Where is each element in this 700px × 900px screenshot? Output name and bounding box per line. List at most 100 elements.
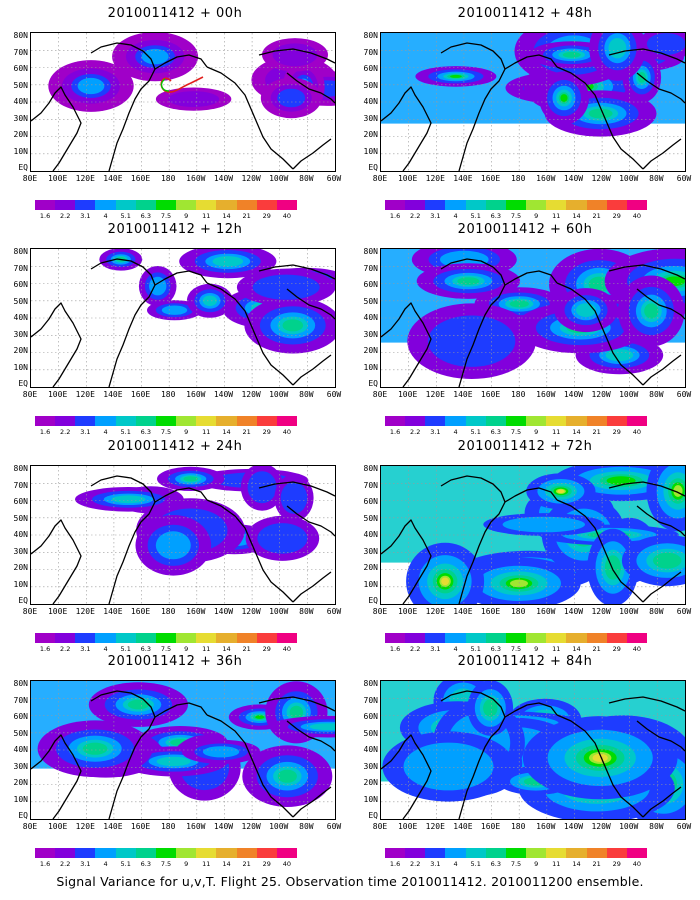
colorbar-level-label: 21 bbox=[592, 860, 601, 868]
map-area bbox=[380, 248, 686, 388]
coastline bbox=[381, 302, 432, 387]
longitude-tick-label: 180 bbox=[160, 607, 176, 616]
coastlines bbox=[381, 258, 685, 387]
colorbar-level-label: 3.1 bbox=[80, 212, 91, 220]
colorbar-level-label: 14 bbox=[572, 212, 581, 220]
colorbar-swatch bbox=[526, 633, 547, 643]
latitude-tick-label: 50N bbox=[13, 296, 28, 306]
panel-title: 2010011412 + 72h bbox=[457, 439, 593, 454]
variance-contour bbox=[155, 531, 191, 560]
longitude-tick-label: 160W bbox=[536, 390, 556, 399]
colorbar-swatch bbox=[115, 200, 136, 210]
variance-shading bbox=[99, 249, 335, 354]
coastline bbox=[292, 786, 332, 818]
map-area bbox=[380, 680, 686, 820]
colorbar-level-label: 1.6 bbox=[39, 212, 51, 220]
longitude-tick-label: 140E bbox=[103, 607, 123, 616]
variance-contour bbox=[562, 51, 581, 58]
latitude-tick-label: 20N bbox=[363, 346, 378, 355]
longitude-tick-label: 160W bbox=[536, 607, 556, 616]
colorbar-level-label: 21 bbox=[592, 428, 601, 436]
latitude-tick-label: 60N bbox=[363, 712, 378, 721]
colorbar-labels: 1.6 2.2 3.1 4 5.1 6.3 7.5 9 11 14 21 29 40 bbox=[35, 212, 297, 222]
colorbar-level-label: 7.5 bbox=[510, 860, 522, 868]
colorbar-swatch bbox=[405, 416, 426, 426]
coastlines bbox=[31, 42, 335, 171]
panel-title: 2010011412 + 12h bbox=[107, 222, 243, 237]
longitude-tick-label: 120E bbox=[425, 607, 445, 616]
longitude-tick-label: 60W bbox=[326, 822, 342, 831]
longitude-tick-label: 80W bbox=[649, 174, 664, 183]
variance-contour bbox=[161, 305, 188, 315]
longitude-tick-label: 120E bbox=[75, 390, 95, 399]
variance-shading bbox=[381, 466, 685, 604]
latitude-tick-label: 50N bbox=[13, 728, 28, 738]
coastlines bbox=[381, 690, 685, 819]
latitude-tick-label: 20N bbox=[13, 346, 28, 355]
coastline bbox=[90, 42, 156, 171]
coastline bbox=[381, 86, 432, 171]
variance-contour bbox=[183, 476, 198, 482]
colorbar-level-label: 6.3 bbox=[490, 212, 502, 220]
colorbar-swatch bbox=[236, 848, 257, 858]
coastline bbox=[90, 258, 156, 387]
variance-shading bbox=[31, 681, 335, 807]
map-panel-12h: 2010011412 + 12h 80N 70N 60N 50N 40N 30N 20N 10N… bbox=[5, 220, 345, 442]
latitude-tick-label: 70N bbox=[363, 695, 378, 705]
latitude-tick-label: 40N bbox=[13, 313, 28, 322]
colorbar-swatch bbox=[546, 848, 567, 858]
latitude-tick-label: 10N bbox=[13, 146, 28, 156]
variance-contour bbox=[309, 723, 335, 731]
coastline bbox=[504, 487, 558, 503]
colorbar-swatch bbox=[216, 848, 237, 858]
latitude-tick-label: 70N bbox=[13, 47, 28, 57]
colorbar-swatch bbox=[626, 848, 648, 858]
longitude-axis: 80E 100E 120E 140E 160E 180 160W 140W 120W 100W 80… bbox=[23, 390, 341, 400]
coastline bbox=[206, 66, 294, 170]
colorbar-level-label: 7.5 bbox=[510, 212, 522, 220]
colorbar-swatch bbox=[155, 200, 177, 210]
colorbar-swatch bbox=[35, 200, 56, 210]
colorbar-swatch bbox=[35, 416, 56, 426]
colorbar-level-label: 40 bbox=[282, 212, 292, 220]
colorbar-labels: 1.6 2.2 3.1 4 5.1 6.3 7.5 9 11 14 21 29 40 bbox=[385, 428, 647, 438]
latitude-tick-label: 60N bbox=[363, 280, 378, 289]
colorbar-swatch bbox=[546, 633, 567, 643]
latitude-tick-label: 30N bbox=[363, 329, 378, 339]
longitude-tick-label: 80E bbox=[372, 822, 388, 831]
longitude-tick-label: 100W bbox=[619, 390, 639, 399]
coastline bbox=[440, 475, 506, 604]
colorbar-level-label: 40 bbox=[632, 860, 642, 868]
coastline bbox=[642, 571, 682, 603]
colorbar-swatch bbox=[425, 848, 446, 858]
colorbar-swatch bbox=[385, 416, 406, 426]
variance-contour bbox=[483, 699, 498, 717]
longitude-tick-label: 60W bbox=[326, 174, 342, 183]
coastline bbox=[206, 714, 294, 818]
map-panel-48h: 2010011412 + 48h 80N 70N 60N 50N 40N 30N 20N 10N… bbox=[355, 4, 695, 226]
colorbar-level-label: 2.2 bbox=[60, 860, 71, 868]
longitude-tick-label: 140W bbox=[563, 607, 584, 616]
colorbar-swatch bbox=[385, 848, 406, 858]
latitude-tick-label: 20N bbox=[13, 778, 28, 787]
latitude-tick-label: 50N bbox=[13, 80, 28, 90]
variance-shading bbox=[75, 466, 320, 576]
longitude-tick-label: 100W bbox=[619, 174, 639, 183]
colorbar-level-label: 40 bbox=[282, 645, 292, 653]
colorbar-level-label: 14 bbox=[222, 428, 231, 436]
coastlines bbox=[31, 258, 335, 387]
colorbar-swatch bbox=[135, 633, 156, 643]
colorbar-swatch bbox=[465, 200, 486, 210]
latitude-tick-label: 20N bbox=[363, 563, 378, 572]
longitude-tick-label: 180 bbox=[510, 822, 526, 831]
longitude-tick-label: 140E bbox=[103, 174, 123, 183]
colorbar-level-label: 4 bbox=[103, 212, 108, 220]
coastline bbox=[636, 72, 685, 104]
longitude-tick-label: 160E bbox=[130, 607, 151, 616]
colorbar-swatch bbox=[55, 848, 76, 858]
latitude-tick-label: 30N bbox=[13, 329, 28, 339]
longitude-tick-label: 80W bbox=[299, 607, 314, 616]
longitude-tick-label: 140E bbox=[453, 607, 473, 616]
coastline bbox=[608, 481, 685, 497]
latitude-tick-label: 10N bbox=[13, 362, 28, 372]
